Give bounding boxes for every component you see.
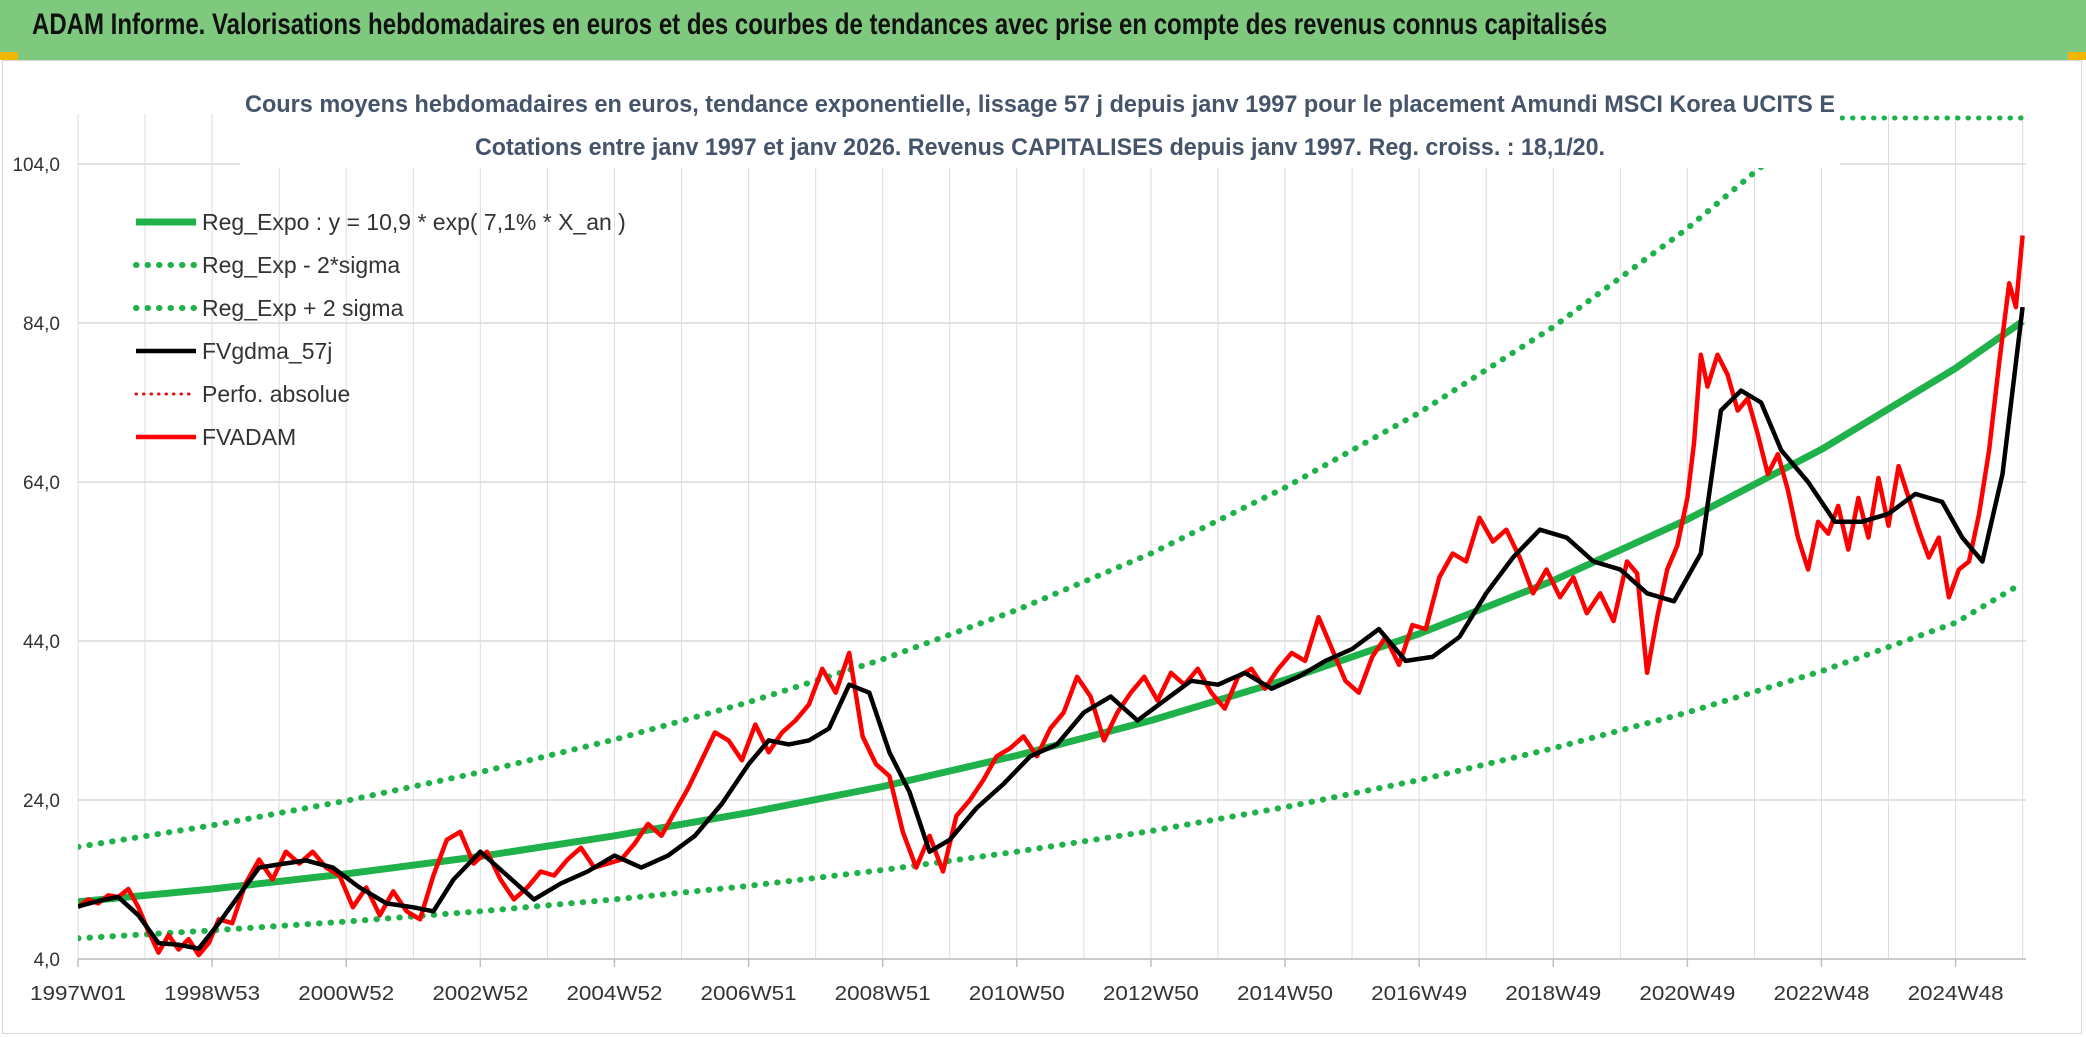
chart-subtitle: Cotations entre janv 1997 et janv 2026. …	[475, 134, 1605, 161]
y-tick-label: 84,0	[23, 314, 60, 335]
x-tick-label: 2018W49	[1505, 983, 1601, 1005]
x-tick-label: 2006W51	[701, 983, 797, 1005]
series-fvadam	[78, 235, 2025, 958]
series-reg-plus-2sigma	[78, 114, 1829, 850]
header-banner: ADAM Informe. Valorisations hebdomadaire…	[0, 0, 2086, 60]
x-tick-label: 2000W52	[298, 983, 394, 1005]
y-tick-label: 44,0	[23, 632, 60, 653]
chart-frame	[2, 60, 2082, 1034]
x-tick-label: 2016W49	[1371, 983, 1467, 1005]
chart-grid	[77, 114, 2026, 960]
series-reg-minus-2sigma	[78, 580, 2026, 942]
series-fvgdma-57j	[78, 306, 2025, 951]
x-tick-label: 2022W48	[1773, 983, 1869, 1005]
x-tick-label: 2012W50	[1103, 983, 1199, 1005]
chart-legend: Reg_Expo : y = 10,9 * exp( 7,1% * X_an )…	[133, 209, 626, 450]
legend-entry: FVADAM	[202, 424, 296, 450]
corner-accent-right	[2068, 52, 2086, 60]
x-tick-label: 1998W53	[164, 983, 260, 1005]
legend-entry: Reg_Exp - 2*sigma	[202, 252, 400, 278]
legend-entry: Reg_Expo : y = 10,9 * exp( 7,1% * X_an )	[202, 209, 626, 235]
y-tick-label: 24,0	[23, 791, 60, 812]
x-tick-label: 2002W52	[432, 983, 528, 1005]
page-title: ADAM Informe. Valorisations hebdomadaire…	[32, 8, 1608, 41]
y-tick-label: 104,0	[12, 155, 60, 176]
chart-title: Cours moyens hebdomadaires en euros, ten…	[245, 91, 1835, 118]
x-tick-label: 2008W51	[835, 983, 931, 1005]
x-tick-label: 2024W48	[1908, 983, 2004, 1005]
chart-axes: 4,0 24,0 44,0 64,0 84,0 104,0 1997W01 1998W53 20…	[12, 155, 2026, 1005]
legend-entry: FVgdma_57j	[202, 338, 332, 364]
x-tick-label: 2014W50	[1237, 983, 1333, 1005]
y-tick-label: 4,0	[34, 950, 60, 971]
x-tick-label: 2020W49	[1639, 983, 1735, 1005]
series-reg-expo	[78, 318, 2025, 906]
legend-entry: Perfo. absolue	[202, 381, 350, 407]
x-tick-label: 2004W52	[566, 983, 662, 1005]
chart-title-background	[240, 98, 1840, 168]
legend-entry: Reg_Exp + 2 sigma	[202, 295, 404, 321]
y-tick-label: 64,0	[23, 473, 60, 494]
x-tick-label: 1997W01	[30, 983, 126, 1005]
corner-accent-left	[0, 52, 18, 60]
x-tick-label: 2010W50	[969, 983, 1065, 1005]
chart-series	[78, 114, 2029, 958]
